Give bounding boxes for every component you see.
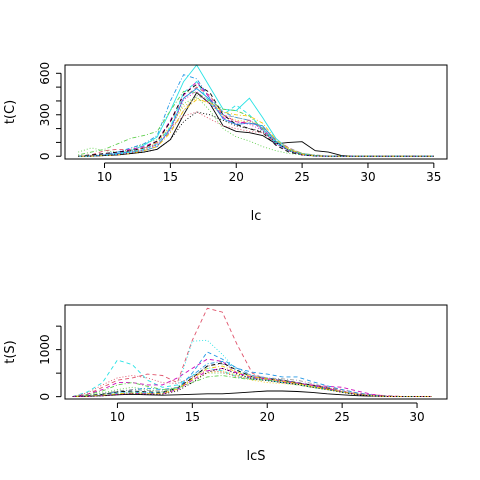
top-y-axis-label: t(C) — [3, 100, 18, 124]
top-plot-frame — [64, 64, 448, 160]
bottom-x-tick-label: 25 — [334, 410, 349, 424]
bottom-x-axis-label: lcS — [246, 449, 265, 464]
top-y-axis: 0 300 600 — [38, 62, 62, 160]
chart-bottom: 10 15 20 25 30 0 1000 lcS t(S) — [3, 304, 448, 464]
top-x-tick-label: 35 — [426, 170, 441, 184]
top-x-tick-label: 15 — [163, 170, 178, 184]
bottom-series-line — [72, 307, 432, 398]
bottom-series-line — [72, 358, 432, 398]
bottom-series-line — [72, 367, 432, 398]
top-series-line — [78, 83, 434, 157]
bottom-x-tick-label: 30 — [409, 410, 424, 424]
top-y-tick-label: 0 — [38, 152, 52, 160]
top-y-tick-label: 300 — [38, 103, 52, 126]
bottom-series-line — [72, 339, 432, 398]
bottom-x-tick-label: 10 — [110, 410, 125, 424]
top-series-line — [78, 99, 434, 157]
bottom-x-tick-label: 15 — [185, 410, 200, 424]
bottom-series-line — [72, 351, 432, 398]
top-x-tick-label: 20 — [229, 170, 244, 184]
top-x-tick-label: 30 — [360, 170, 375, 184]
top-x-tick-label: 25 — [294, 170, 309, 184]
top-series-line — [78, 90, 434, 157]
top-series-group — [78, 64, 434, 157]
top-y-tick-label: 600 — [38, 62, 52, 85]
bottom-series-group — [72, 307, 432, 398]
chart-top: 10 15 20 25 30 35 0 300 600 lc t(C) — [3, 62, 448, 224]
top-x-axis-label: lc — [251, 209, 262, 224]
bottom-y-tick-label: 0 — [38, 393, 52, 401]
bottom-y-axis-label: t(S) — [3, 340, 18, 364]
top-x-tick-label: 10 — [97, 170, 112, 184]
bottom-y-tick-label: 1000 — [38, 334, 52, 365]
top-series-line — [78, 74, 434, 157]
bottom-y-axis: 0 1000 — [38, 325, 62, 401]
bottom-plot-frame — [64, 304, 448, 400]
top-series-line — [78, 94, 434, 157]
top-x-axis: 10 15 20 25 30 35 — [97, 162, 441, 184]
bottom-x-tick-label: 20 — [260, 410, 275, 424]
top-series-line — [78, 80, 434, 157]
top-series-line — [78, 111, 434, 157]
bottom-x-axis: 10 15 20 25 30 — [110, 402, 425, 424]
bottom-series-line — [72, 359, 432, 398]
top-series-line — [78, 80, 434, 157]
top-series-line — [78, 64, 434, 157]
